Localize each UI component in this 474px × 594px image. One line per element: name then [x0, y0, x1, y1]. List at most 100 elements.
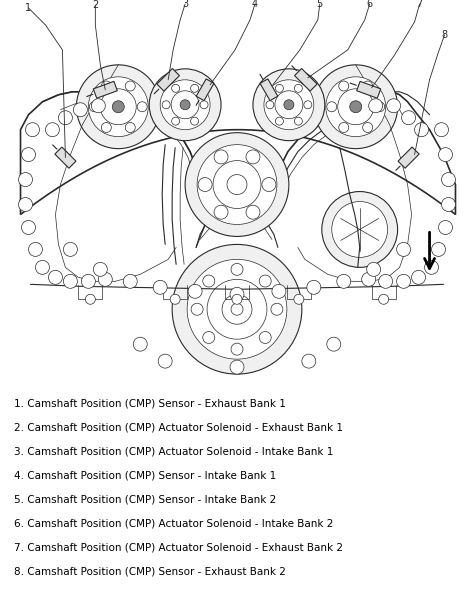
Polygon shape [294, 68, 317, 91]
Circle shape [187, 260, 287, 359]
Circle shape [246, 150, 260, 164]
Circle shape [93, 263, 107, 276]
Circle shape [214, 205, 228, 219]
Circle shape [339, 81, 349, 91]
Circle shape [374, 102, 384, 112]
Circle shape [363, 81, 373, 91]
Circle shape [425, 260, 438, 274]
Text: 7: 7 [417, 0, 423, 9]
Text: 6. Camshaft Position (CMP) Actuator Solenoid - Intake Bank 2: 6. Camshaft Position (CMP) Actuator Sole… [14, 518, 333, 528]
Circle shape [271, 304, 283, 315]
Polygon shape [260, 79, 278, 100]
Circle shape [82, 274, 95, 288]
Circle shape [284, 100, 294, 110]
Circle shape [294, 84, 302, 92]
Circle shape [438, 220, 453, 235]
Circle shape [101, 122, 111, 132]
Circle shape [18, 173, 33, 187]
Circle shape [91, 99, 105, 113]
Circle shape [314, 65, 398, 148]
Circle shape [64, 274, 77, 288]
Circle shape [36, 260, 49, 274]
Circle shape [307, 280, 321, 294]
Circle shape [76, 65, 160, 148]
Circle shape [112, 101, 124, 113]
Circle shape [367, 263, 381, 276]
Circle shape [259, 331, 271, 343]
Circle shape [73, 103, 87, 116]
Text: 1: 1 [26, 3, 32, 13]
Circle shape [438, 148, 453, 162]
Circle shape [171, 91, 199, 119]
Circle shape [294, 117, 302, 125]
Circle shape [227, 175, 247, 195]
Circle shape [125, 81, 135, 91]
Circle shape [327, 337, 341, 351]
Circle shape [172, 117, 180, 125]
Circle shape [172, 84, 180, 92]
Circle shape [275, 84, 283, 92]
Circle shape [302, 354, 316, 368]
Circle shape [88, 77, 148, 137]
Circle shape [339, 122, 349, 132]
Circle shape [191, 117, 199, 125]
Circle shape [137, 102, 147, 112]
Circle shape [231, 263, 243, 276]
Circle shape [207, 279, 267, 339]
Circle shape [123, 274, 137, 288]
Circle shape [332, 201, 388, 257]
Text: 8. Camshaft Position (CMP) Sensor - Exhaust Bank 2: 8. Camshaft Position (CMP) Sensor - Exha… [14, 566, 286, 576]
Circle shape [272, 285, 286, 298]
Circle shape [26, 123, 39, 137]
Circle shape [401, 110, 416, 125]
Polygon shape [55, 147, 76, 168]
Circle shape [21, 220, 36, 235]
Circle shape [415, 123, 428, 137]
Polygon shape [157, 68, 180, 91]
Circle shape [191, 84, 199, 92]
Circle shape [90, 102, 100, 112]
Circle shape [100, 89, 136, 125]
Circle shape [188, 285, 202, 298]
Circle shape [326, 77, 386, 137]
Text: 1. Camshaft Position (CMP) Sensor - Exhaust Bank 1: 1. Camshaft Position (CMP) Sensor - Exha… [14, 398, 286, 408]
Circle shape [203, 331, 215, 343]
Polygon shape [356, 81, 381, 98]
Circle shape [18, 198, 33, 211]
Circle shape [259, 275, 271, 287]
Circle shape [441, 173, 456, 187]
Circle shape [149, 69, 221, 141]
Circle shape [246, 205, 260, 219]
Circle shape [197, 145, 277, 225]
Circle shape [213, 160, 261, 208]
Text: 4: 4 [252, 0, 258, 9]
Text: 5. Camshaft Position (CMP) Sensor - Intake Bank 2: 5. Camshaft Position (CMP) Sensor - Inta… [14, 494, 276, 504]
Circle shape [46, 123, 59, 137]
Circle shape [275, 117, 283, 125]
Circle shape [441, 198, 456, 211]
Circle shape [172, 244, 302, 374]
Circle shape [191, 304, 203, 315]
Text: 5: 5 [317, 0, 323, 9]
Circle shape [48, 270, 63, 285]
Circle shape [379, 274, 392, 288]
Circle shape [231, 343, 243, 355]
Circle shape [275, 91, 303, 119]
Circle shape [379, 294, 389, 304]
Circle shape [387, 99, 401, 113]
Circle shape [294, 294, 304, 304]
Circle shape [222, 294, 252, 324]
Circle shape [28, 242, 43, 257]
Polygon shape [20, 92, 456, 228]
Text: 4. Camshaft Position (CMP) Sensor - Intake Bank 1: 4. Camshaft Position (CMP) Sensor - Inta… [14, 470, 276, 480]
Text: 3: 3 [182, 0, 188, 9]
Circle shape [362, 273, 376, 286]
Circle shape [369, 99, 383, 113]
Circle shape [214, 150, 228, 164]
Text: 8: 8 [441, 30, 447, 40]
Circle shape [160, 80, 210, 129]
Circle shape [133, 337, 147, 351]
Circle shape [198, 178, 212, 191]
Circle shape [85, 294, 95, 304]
Circle shape [58, 110, 73, 125]
